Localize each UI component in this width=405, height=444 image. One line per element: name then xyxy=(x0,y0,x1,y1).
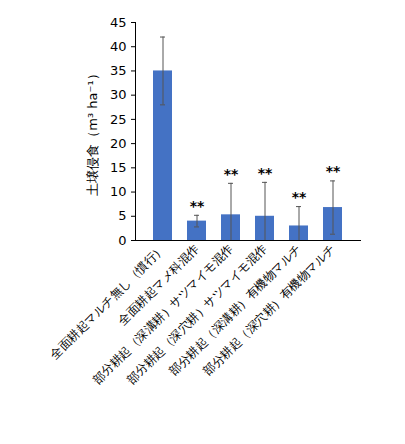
svg-text:**: ** xyxy=(292,189,307,205)
svg-text:**: ** xyxy=(224,166,239,182)
svg-text:0: 0 xyxy=(118,233,126,248)
svg-text:部分耕起（深溝耕）有機物マルチ: 部分耕起（深溝耕）有機物マルチ xyxy=(167,241,304,378)
svg-text:**: ** xyxy=(326,163,341,179)
svg-text:30: 30 xyxy=(110,87,127,102)
svg-text:5: 5 xyxy=(118,208,126,223)
svg-text:20: 20 xyxy=(110,136,127,151)
svg-text:25: 25 xyxy=(110,112,127,127)
svg-text:10: 10 xyxy=(110,184,127,199)
svg-text:部分耕起（深穴耕）有機物マルチ: 部分耕起（深穴耕）有機物マルチ xyxy=(201,241,338,378)
svg-text:全面耕起マメ科混作: 全面耕起マメ科混作 xyxy=(115,241,202,328)
svg-text:**: ** xyxy=(190,198,205,214)
svg-text:15: 15 xyxy=(110,160,127,175)
svg-text:45: 45 xyxy=(110,15,127,30)
svg-text:**: ** xyxy=(258,165,273,181)
svg-text:全面耕起マルチ無し（慣行）: 全面耕起マルチ無し（慣行） xyxy=(47,241,168,362)
svg-text:部分耕起（深溝耕）サツマイモ混作: 部分耕起（深溝耕）サツマイモ混作 xyxy=(90,241,236,388)
svg-text:部分耕起（深穴耕）サツマイモ混作: 部分耕起（深穴耕）サツマイモ混作 xyxy=(124,241,270,387)
svg-text:35: 35 xyxy=(110,63,127,78)
svg-text:40: 40 xyxy=(110,39,127,54)
svg-text:土壌侵食（m³ ha⁻¹）: 土壌侵食（m³ ha⁻¹） xyxy=(85,67,100,195)
